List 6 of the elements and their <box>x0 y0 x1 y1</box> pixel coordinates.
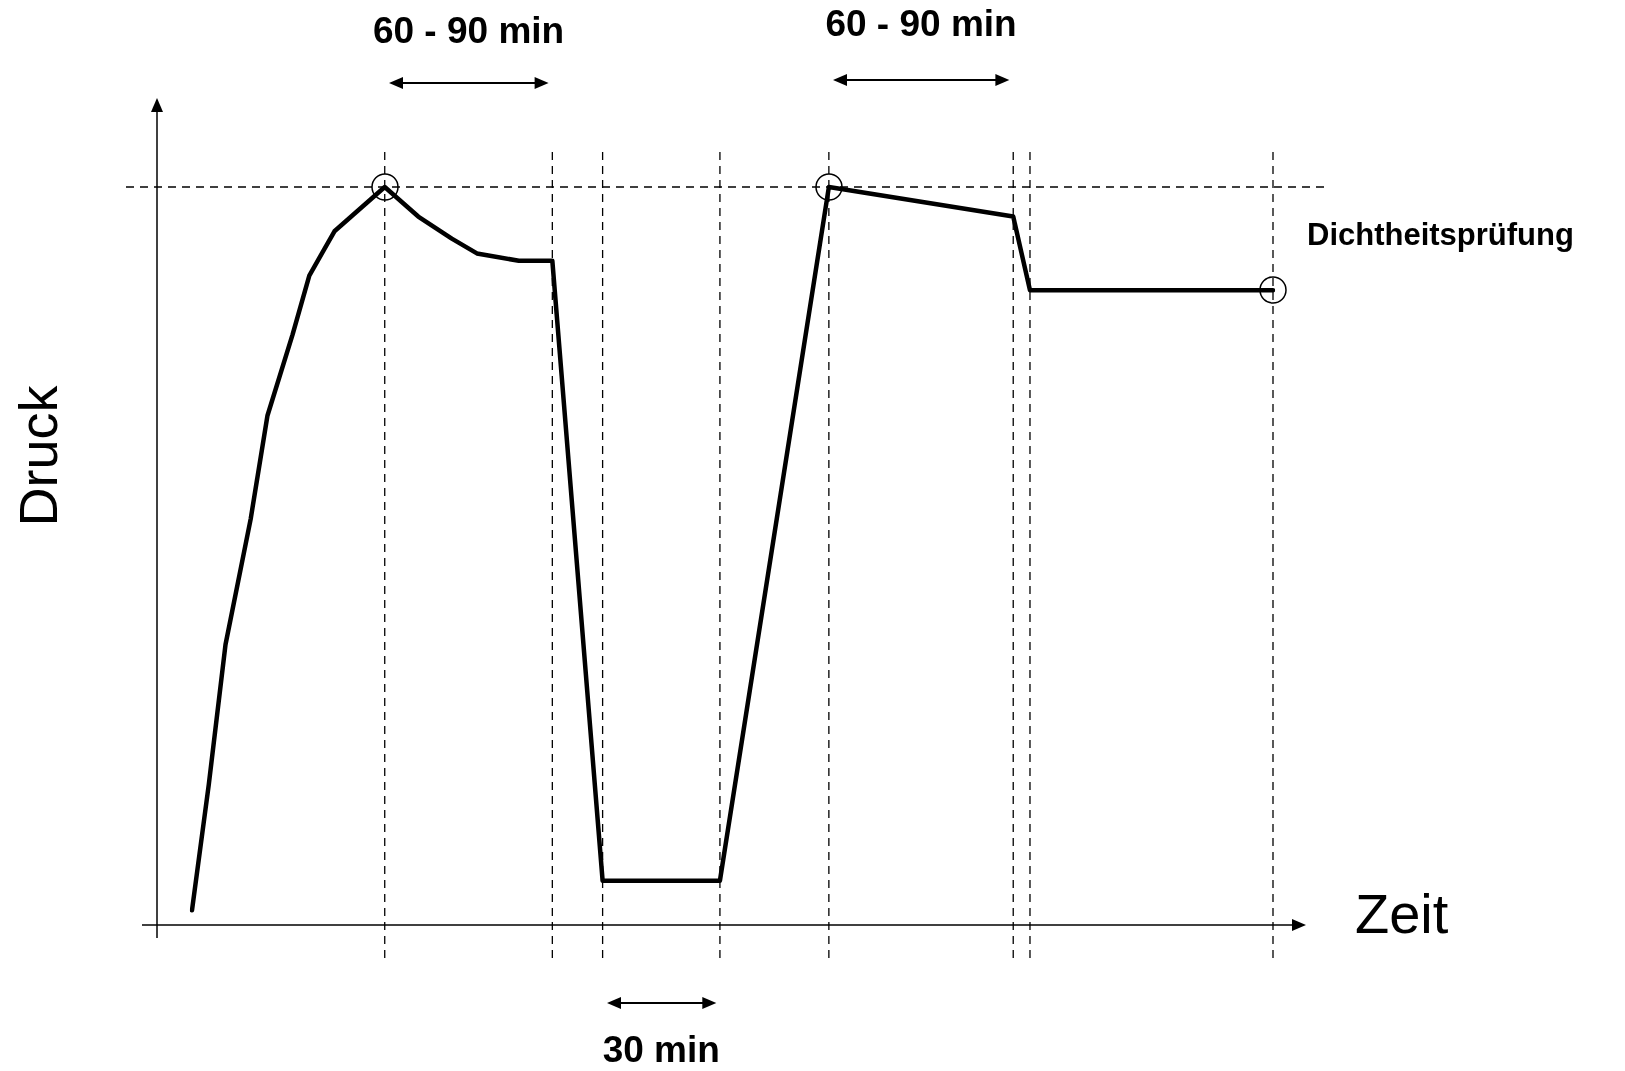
text: Dichtheitsprüfung <box>1307 216 1574 252</box>
text: 30 min <box>602 1029 720 1071</box>
text: 60 - 90 min <box>372 10 565 52</box>
text: 60 - 90 min <box>825 3 1017 45</box>
y-axis-title: Druck <box>7 384 68 527</box>
x-axis-title: Zeit <box>1355 882 1449 946</box>
